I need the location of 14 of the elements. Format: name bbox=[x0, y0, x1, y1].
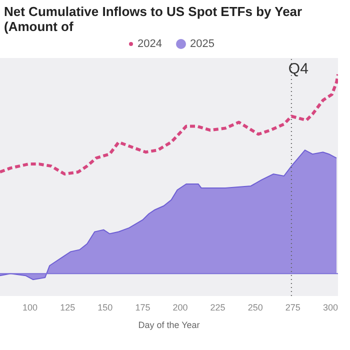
x-tick-label: 275 bbox=[285, 302, 300, 312]
legend-label: 2024 bbox=[138, 38, 162, 50]
x-tick-label: 250 bbox=[248, 302, 263, 312]
x-tick-label: 200 bbox=[172, 302, 188, 312]
x-tick-label: 150 bbox=[98, 302, 113, 312]
legend-label: 2025 bbox=[190, 38, 214, 50]
x-axis-title: Day of the Year bbox=[138, 320, 200, 330]
chart-title: Net Cumulative Inflows to US Spot ETFs by Year (Amount of bbox=[3, 3, 304, 34]
x-tick-label: 100 bbox=[22, 302, 38, 312]
x-tick-label: 175 bbox=[135, 302, 150, 312]
ref-line-label: Q4 bbox=[288, 60, 308, 78]
x-tick-label: 225 bbox=[210, 302, 226, 312]
x-tick-label: 125 bbox=[60, 302, 76, 312]
x-tick-label: 300 bbox=[322, 302, 338, 312]
